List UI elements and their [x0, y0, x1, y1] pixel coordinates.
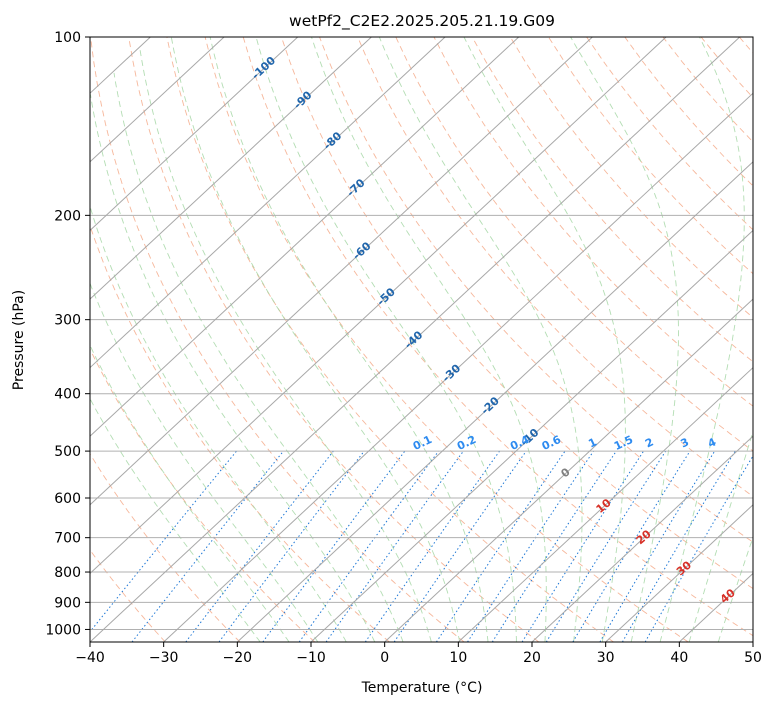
isotherms — [90, 37, 753, 642]
isotherm-line — [90, 37, 446, 369]
moist-adiabat-line — [90, 397, 261, 642]
y-tick-label: 100 — [54, 30, 81, 46]
moist-adiabat-line — [170, 37, 461, 642]
y-tick-label: 800 — [54, 565, 81, 581]
x-tick-label: 10 — [449, 650, 467, 666]
dry-adiabat-line — [90, 453, 241, 642]
dry-adiabat-line — [90, 224, 390, 642]
x-tick-label: −10 — [296, 650, 326, 666]
dry-adiabat-line — [319, 37, 753, 543]
y-axis-label: Pressure (hPa) — [11, 290, 27, 390]
moist-adiabat-line — [659, 37, 745, 642]
moist-adiabat-line — [688, 429, 753, 642]
mixing-ratio-line — [262, 450, 406, 642]
dry-adiabat-line — [90, 348, 316, 642]
y-tick-label: 600 — [54, 491, 81, 507]
moist-adiabat-line — [463, 37, 626, 642]
x-axis-label: Temperature (°C) — [361, 680, 483, 696]
moist-adiabat-line — [311, 37, 547, 642]
dry-adiabat-line — [471, 37, 753, 363]
x-tick-label: −20 — [223, 650, 253, 666]
plot-frame — [89, 36, 754, 643]
moist-adiabats — [90, 37, 753, 642]
mixing-ratio-label: 6 — [751, 435, 764, 450]
mixing-ratio-line — [325, 450, 464, 642]
x-tick-label: −30 — [149, 650, 179, 666]
mixing-ratio-line — [467, 450, 595, 642]
isotherm-line — [605, 504, 753, 642]
moist-adiabat-line — [255, 37, 517, 642]
dry-adiabat-line — [90, 37, 465, 642]
isotherm-line — [384, 298, 753, 642]
isotherm-line — [90, 37, 593, 506]
mixing-ratio-line — [364, 450, 501, 642]
isotherm-line — [457, 366, 753, 642]
isotherm-line — [163, 92, 753, 642]
x-tick-label: 0 — [380, 650, 389, 666]
dry-adiabat-line — [509, 37, 753, 319]
moist-adiabat-line — [717, 535, 753, 642]
pressure-gridlines — [90, 37, 753, 630]
mixing-ratio-line — [218, 450, 365, 642]
moist-adiabat-line — [139, 49, 432, 642]
isotherm-line — [90, 37, 520, 437]
x-axis: −40 −30 −20 −10 0 10 20 30 40 50 — [75, 642, 762, 666]
mixing-ratio-line — [435, 450, 566, 642]
y-tick-label: 200 — [54, 208, 81, 224]
x-tick-label: 40 — [670, 650, 688, 666]
dry-adiabat-line — [166, 37, 614, 642]
mixing-ratio-line — [298, 450, 440, 642]
dry-adiabat-line — [128, 37, 540, 642]
moist-adiabat-line — [113, 72, 404, 642]
x-tick-label: 20 — [523, 650, 541, 666]
isotherm-line — [90, 37, 372, 300]
chart-title: wetPf2_C2E2.2025.205.21.19.G09 — [289, 12, 555, 31]
moist-adiabat-line — [90, 282, 319, 642]
y-tick-label: 500 — [54, 444, 81, 460]
y-tick-label: 300 — [54, 313, 81, 329]
y-axis: 100 200 300 400 500 600 700 800 900 1000 — [45, 30, 90, 638]
moist-adiabat-line — [209, 37, 489, 642]
isotherm-line — [90, 37, 299, 232]
moist-adiabat-line — [90, 94, 376, 642]
isotherm-line — [90, 37, 225, 163]
isotherm-line — [236, 161, 753, 642]
dry-adiabat-line — [280, 37, 753, 590]
y-tick-label: 1000 — [45, 622, 81, 638]
y-tick-label: 900 — [54, 595, 81, 611]
y-tick-label: 400 — [54, 387, 81, 403]
mixing-ratio-line — [90, 450, 237, 633]
moist-adiabat-line — [570, 37, 679, 642]
isotherm-line — [310, 229, 753, 642]
isotherm-line — [90, 37, 741, 642]
dry-adiabat-line — [357, 37, 753, 497]
mixing-ratio-line — [572, 450, 691, 642]
dry-adiabat-line — [204, 37, 689, 642]
x-tick-label: 30 — [597, 650, 615, 666]
x-tick-label: 50 — [744, 650, 762, 666]
x-tick-label: −40 — [75, 650, 105, 666]
mixing-ratio-line — [521, 450, 645, 642]
dry-adiabat-line — [90, 549, 166, 642]
isotherm-line — [531, 435, 753, 642]
y-tick-label: 700 — [54, 531, 81, 547]
isotherm-line — [90, 37, 667, 575]
